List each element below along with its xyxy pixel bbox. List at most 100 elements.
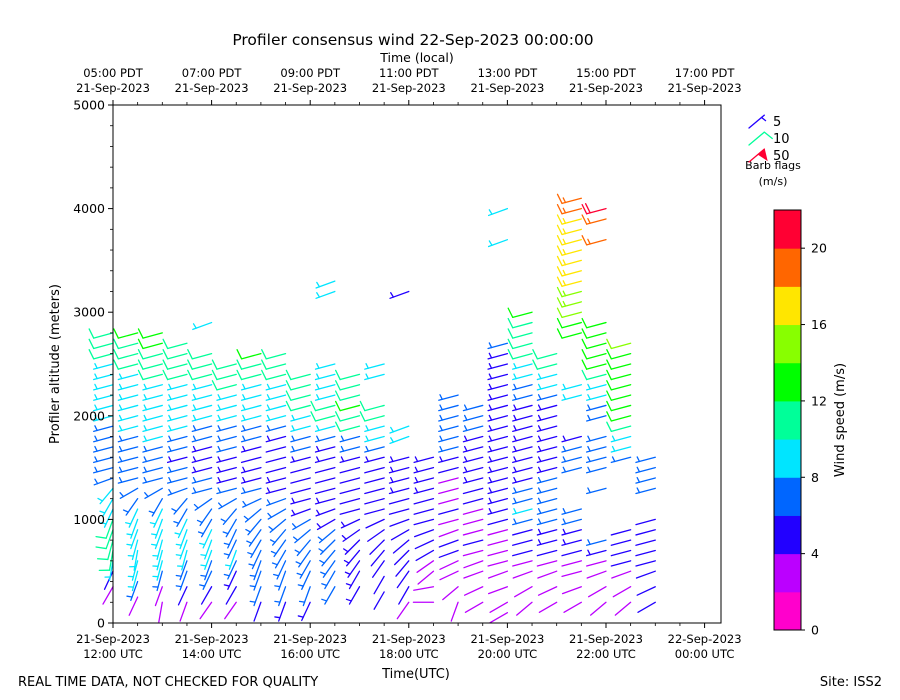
barb-17-23 [507, 349, 533, 360]
barb-17-19 [512, 394, 533, 401]
barb-9-20 [314, 373, 336, 381]
barb-19-16 [556, 317, 582, 329]
barb-9-5 [317, 529, 336, 544]
barb-6-10 [240, 487, 262, 495]
barb-15-10 [462, 487, 484, 495]
barb-5-9 [218, 498, 237, 510]
barb-16-5 [487, 549, 509, 557]
barb-17-3 [512, 560, 533, 567]
barb-9-6 [316, 518, 336, 531]
barb-7-5 [270, 539, 287, 558]
legend-barb-10 [748, 131, 773, 146]
barb-2-17 [142, 414, 163, 422]
barb-19-4 [561, 549, 582, 557]
barb-12-3 [395, 560, 410, 577]
barb-9-21 [314, 363, 336, 370]
barb-22-9 [635, 476, 656, 484]
y-tick-label: 0 [97, 616, 105, 631]
barb-9-18 [314, 394, 336, 401]
barb-14-6 [438, 529, 459, 538]
barb-7-7 [268, 518, 287, 533]
barb-4-9 [193, 498, 213, 511]
barb-8-0 [297, 601, 311, 622]
barb-11-8 [364, 498, 385, 505]
barb-0-22 [88, 349, 114, 360]
barb-0-8 [99, 498, 114, 517]
barb-12-9 [388, 498, 410, 505]
barb-4-19 [191, 394, 213, 401]
barb-14-5 [438, 539, 459, 548]
barb-8-18 [285, 400, 311, 412]
legend-entry-label: 50 [773, 149, 790, 164]
legend-units: (m/s) [759, 175, 788, 188]
barb-3-14 [166, 445, 188, 453]
barb-11-6 [365, 518, 385, 529]
barb-5-21 [211, 369, 237, 381]
barb-5-0 [224, 601, 237, 620]
barb-3-5 [175, 539, 188, 560]
barb-0-5 [95, 529, 114, 550]
barb-5-20 [211, 380, 237, 391]
barb-0-14 [93, 435, 114, 443]
barb-20-15 [581, 369, 607, 381]
barb-12-10 [388, 487, 410, 495]
site-label: Site: ISS2 [820, 675, 882, 690]
barb-3-1 [177, 586, 188, 606]
barb-2-10 [144, 487, 163, 499]
barb-10-7 [339, 508, 361, 515]
barb-4-13 [191, 456, 213, 464]
barb-4-1 [200, 586, 213, 605]
barb-6-18 [240, 404, 262, 412]
barb-7-6 [269, 529, 287, 546]
barb-16-3 [487, 570, 509, 579]
colorbar-segment [774, 553, 801, 593]
barb-21-17 [606, 349, 632, 360]
barb-21-7 [610, 456, 632, 464]
barb-15-13 [462, 456, 484, 464]
barb-19-18 [556, 297, 582, 308]
barb-3-22 [162, 359, 188, 370]
barb-0-6 [95, 518, 114, 539]
barb-12-11 [388, 476, 410, 484]
barb-20-9 [586, 445, 607, 453]
barb-16-20 [487, 394, 509, 401]
barb-12-6 [390, 529, 410, 541]
barb-1-5 [127, 539, 139, 561]
barb-4-0 [199, 601, 213, 620]
barb-17-8 [512, 508, 533, 515]
barb-17-13 [512, 456, 533, 464]
barb-19-21 [556, 266, 582, 277]
barb-16-12 [487, 476, 509, 484]
barb-8-17 [290, 414, 311, 422]
barb-7-2 [274, 570, 287, 591]
barb-16-6 [487, 539, 509, 546]
barb-7-9 [266, 498, 287, 507]
barb-1-13 [117, 456, 139, 464]
barb-10-0 [345, 586, 361, 605]
x-tick-time: 16:00 UTC [280, 647, 340, 661]
barb-18-10 [536, 487, 558, 495]
barb-2-15 [142, 435, 163, 443]
y-tick-label: 5000 [73, 98, 105, 113]
barb-21-11 [606, 411, 632, 422]
barb-12-15 [389, 425, 410, 434]
barb-3-20 [166, 383, 188, 391]
barb-20-3 [586, 560, 607, 567]
x-tick-date: 21-Sep-2023 [273, 632, 347, 646]
barb-7-16 [265, 425, 287, 432]
barb-6-5 [247, 539, 262, 559]
barb-0-21 [93, 363, 114, 370]
barb-18-22 [532, 359, 558, 370]
barb-17-26 [507, 317, 533, 329]
barb-18-4 [536, 549, 558, 557]
barb-19-19 [556, 286, 582, 298]
top-tick-time: 17:00 PDT [675, 66, 736, 80]
x-tick-date: 21-Sep-2023 [372, 632, 446, 646]
x-tick-time: 20:00 UTC [478, 647, 538, 661]
barb-12-4 [393, 549, 410, 566]
barb-18-20 [536, 383, 558, 391]
barb-20-0 [590, 601, 607, 616]
colorbar-segment [774, 362, 801, 402]
barb-0-23 [88, 338, 114, 350]
barb-19-28 [556, 193, 582, 205]
